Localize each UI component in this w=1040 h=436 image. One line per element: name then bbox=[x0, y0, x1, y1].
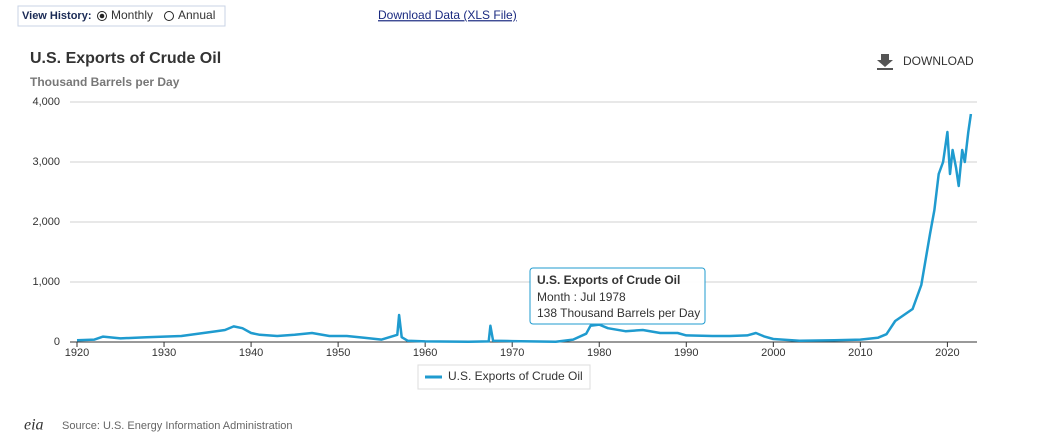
download-icon bbox=[877, 54, 893, 70]
y-tick-label: 2,000 bbox=[32, 216, 60, 228]
tooltip: U.S. Exports of Crude Oil Month : Jul 19… bbox=[529, 267, 706, 325]
legend bbox=[417, 364, 591, 390]
x-tick-label: 1930 bbox=[152, 347, 176, 359]
download-data-link[interactable]: Download Data (XLS File) bbox=[378, 8, 517, 22]
x-tick-label: 1990 bbox=[674, 347, 698, 359]
view-history-box bbox=[17, 5, 226, 27]
download-label: DOWNLOAD bbox=[903, 54, 974, 68]
download-button[interactable]: DOWNLOAD bbox=[877, 54, 974, 70]
y-tick-label: 1,000 bbox=[32, 276, 60, 288]
chart-title: U.S. Exports of Crude Oil bbox=[30, 50, 221, 67]
tooltip-title: U.S. Exports of Crude Oil bbox=[537, 273, 680, 287]
monthly-label[interactable]: Monthly bbox=[111, 8, 153, 22]
eia-logo: eia bbox=[24, 417, 44, 434]
chart-subtitle: Thousand Barrels per Day bbox=[30, 75, 180, 89]
source-note: Source: U.S. Energy Information Administ… bbox=[62, 420, 293, 432]
x-tick-label: 1970 bbox=[500, 347, 524, 359]
tooltip-box bbox=[529, 267, 706, 325]
y-tick-label: 4,000 bbox=[32, 96, 60, 108]
tooltip-line: 138 Thousand Barrels per Day bbox=[537, 306, 700, 320]
tooltip-line: Month : Jul 1978 bbox=[537, 290, 626, 304]
x-tick-label: 1960 bbox=[413, 347, 437, 359]
x-tick-label: 1920 bbox=[65, 347, 89, 359]
x-tick-label: 1980 bbox=[587, 347, 611, 359]
radio-dot bbox=[99, 13, 105, 19]
radio-annual[interactable] bbox=[164, 11, 174, 21]
series-line bbox=[76, 113, 973, 343]
view-history-label: View History: bbox=[22, 10, 92, 22]
legend-label: U.S. Exports of Crude Oil bbox=[448, 369, 583, 383]
x-tick-label: 1940 bbox=[239, 347, 263, 359]
x-tick-label: 2000 bbox=[761, 347, 785, 359]
y-tick-label: 3,000 bbox=[32, 156, 60, 168]
x-tick-label: 2020 bbox=[935, 347, 959, 359]
y-tick-label: 0 bbox=[54, 336, 60, 348]
annual-label[interactable]: Annual bbox=[178, 8, 215, 22]
x-tick-label: 2010 bbox=[848, 347, 872, 359]
x-tick-label: 1950 bbox=[326, 347, 350, 359]
